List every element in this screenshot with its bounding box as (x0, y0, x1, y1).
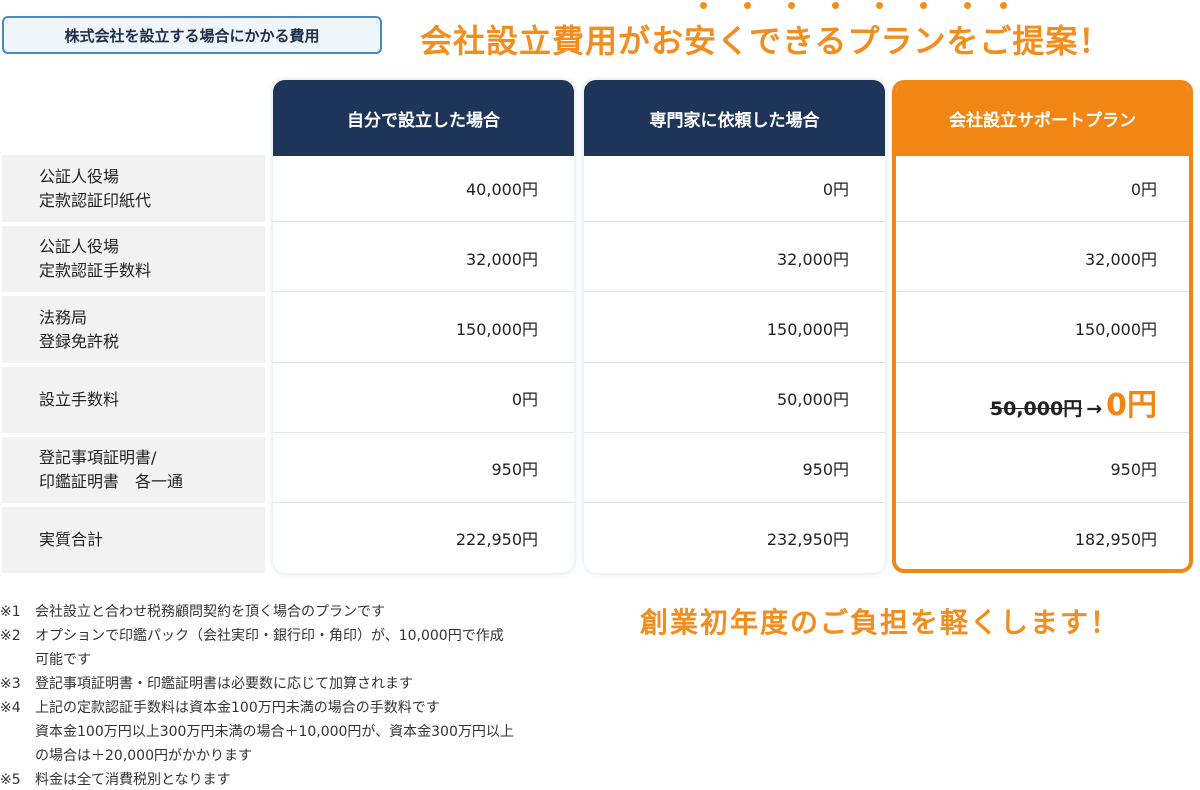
main-headline: 会社設立費用がお安くできるプランをご提案！ (420, 22, 1112, 60)
row-label: 公証人役場 定款認証印紙代 (2, 155, 265, 222)
footnote: ※3 登記事項証明書・印鑑証明書は必要数に応じて加算されます (0, 676, 413, 692)
price-cell: 32,000円 (466, 250, 538, 269)
new-fee: 0円 (1106, 388, 1157, 423)
price-cell: 0円 (822, 180, 849, 199)
price-cell: 0円 (1130, 180, 1157, 199)
price-cell: 150,000円 (455, 320, 538, 339)
row-label: 公証人役場 定款認証手数料 (2, 226, 265, 292)
row-label: 法務局 登録免許税 (2, 296, 265, 363)
total-cell: 222,950円 (455, 530, 538, 549)
row-label: 登記事項証明書/ 印鑑証明書 各一通 (2, 437, 265, 503)
emphasis-dots (700, 2, 1010, 12)
footnotes: ※1 会社設立と合わせ税務顧問契約を頂く場合のプランです ※2 オプションで印鑑パッ… (0, 600, 600, 790)
price-cell: 32,000円 (1085, 250, 1157, 269)
price-cell: 50,000円 (777, 390, 849, 409)
price-cell: 150,000円 (1074, 320, 1157, 339)
price-cell: 0円 (511, 390, 538, 409)
total-cell: 182,950円 (1074, 530, 1157, 549)
plan-column-expert: 専門家に依頼した場合 0円 32,000円 150,000円 50,000円 9… (584, 80, 885, 573)
column-header: 専門家に依頼した場合 (584, 80, 885, 156)
price-cell: 950円 (491, 460, 538, 479)
cost-label-badge: 株式会社を設立する場合にかかる費用 (2, 16, 382, 54)
row-label: 設立手数料 (2, 367, 265, 433)
column-header: 自分で設立した場合 (273, 80, 574, 156)
footnote: ※5 料金は全て消費税別となります (0, 772, 231, 788)
row-label: 実質合計 (2, 507, 265, 573)
bottom-headline: 創業初年度のご負担を軽くします！ (640, 606, 1121, 639)
footnote: ※1 会社設立と合わせ税務顧問契約を頂く場合のプランです (0, 604, 385, 620)
column-header: 会社設立サポートプラン (896, 84, 1189, 156)
footnote: ※4 上記の定款認証手数料は資本金100万円未満の場合の手数料です 資本金100万… (0, 700, 514, 764)
price-cell: 40,000円 (466, 180, 538, 199)
plan-column-support: 会社設立サポートプラン 0円 32,000円 150,000円 50,000円 →… (892, 80, 1193, 573)
discount-fee-cell: 50,000円 → 0円 (896, 380, 1189, 424)
price-cell: 150,000円 (766, 320, 849, 339)
total-cell: 232,950円 (766, 530, 849, 549)
price-cell: 950円 (1110, 460, 1157, 479)
price-cell: 950円 (802, 460, 849, 479)
plan-column-self: 自分で設立した場合 40,000円 32,000円 150,000円 0円 95… (273, 80, 574, 573)
price-cell: 32,000円 (777, 250, 849, 269)
footnote: ※2 オプションで印鑑パック（会社実印・銀行印・角印）が、10,000円で作成 可… (0, 628, 504, 668)
arrow-icon: → (1086, 398, 1103, 420)
old-fee: 50,000円 (989, 398, 1083, 420)
